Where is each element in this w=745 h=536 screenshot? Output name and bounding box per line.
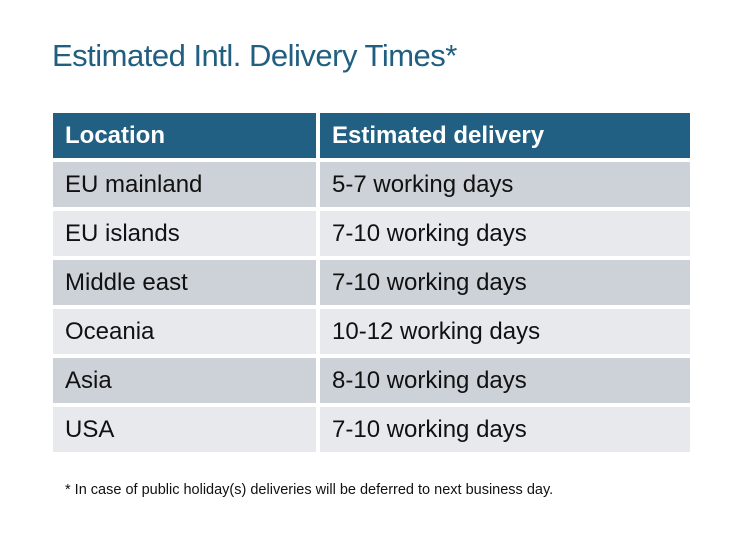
header-estimated-delivery: Estimated delivery	[320, 113, 690, 158]
location-cell: Asia	[53, 358, 316, 403]
page-title: Estimated Intl. Delivery Times*	[52, 38, 457, 73]
location-cell: Middle east	[53, 260, 316, 305]
table-header: Location Estimated delivery	[53, 113, 690, 158]
table-row: Asia 8-10 working days	[53, 358, 690, 403]
footnote: * In case of public holiday(s) deliverie…	[65, 482, 554, 498]
delivery-cell: 5-7 working days	[320, 162, 690, 207]
table-row: EU mainland 5-7 working days	[53, 162, 690, 207]
delivery-cell: 8-10 working days	[320, 358, 690, 403]
table-row: USA 7-10 working days	[53, 407, 690, 452]
table-row: Oceania 10-12 working days	[53, 309, 690, 354]
location-cell: EU islands	[53, 211, 316, 256]
delivery-cell: 7-10 working days	[320, 211, 690, 256]
location-cell: Oceania	[53, 309, 316, 354]
location-cell: USA	[53, 407, 316, 452]
table-row: Middle east 7-10 working days	[53, 260, 690, 305]
delivery-cell: 10-12 working days	[320, 309, 690, 354]
header-location: Location	[53, 113, 316, 158]
delivery-cell: 7-10 working days	[320, 407, 690, 452]
table-row: EU islands 7-10 working days	[53, 211, 690, 256]
delivery-table: Location Estimated delivery EU mainland 5…	[49, 109, 694, 456]
delivery-cell: 7-10 working days	[320, 260, 690, 305]
location-cell: EU mainland	[53, 162, 316, 207]
